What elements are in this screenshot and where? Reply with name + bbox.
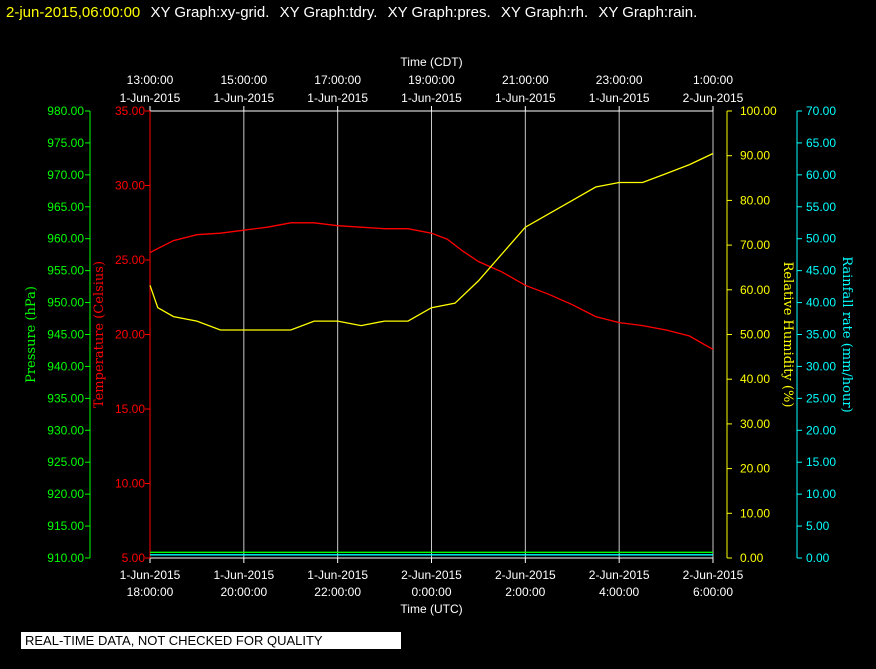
- rain-tick-label: 65.00: [806, 136, 836, 150]
- temperature-series-line: [149, 222, 714, 350]
- x-bottom-tick-label: 1-Jun-2015: [213, 568, 274, 582]
- rain-tick-label: 20.00: [806, 423, 836, 437]
- pressure-tick-label: 910.00: [47, 551, 84, 565]
- x-top-tick-label: 1-Jun-2015: [213, 91, 274, 105]
- rain-tick-label: 55.00: [806, 200, 836, 214]
- humidity-tick-label: 40.00: [740, 372, 770, 386]
- x-bottom-tick-label: 1-Jun-2015: [307, 568, 368, 582]
- x-top-tick-label: 17:00:00: [314, 73, 361, 87]
- pressure-tick-label: 920.00: [47, 487, 84, 501]
- rain-tick-label: 5.00: [806, 519, 830, 533]
- x-top-tick-label: 13:00:00: [127, 73, 174, 87]
- pressure-tick-label: 945.00: [47, 328, 84, 342]
- humidity-tick-label: 100.00: [740, 104, 777, 118]
- rain-tick-label: 25.00: [806, 391, 836, 405]
- x-bottom-tick-label: 2-Jun-2015: [401, 568, 462, 582]
- x-bottom-axis-title: Time (UTC): [400, 602, 462, 616]
- x-bottom-tick-label: 6:00:00: [693, 585, 733, 599]
- rain-tick-label: 15.00: [806, 455, 836, 469]
- x-bottom-tick-label: 2-Jun-2015: [495, 568, 556, 582]
- x-top-tick-label: 1-Jun-2015: [120, 91, 181, 105]
- x-top-axis-title: Time (CDT): [400, 55, 462, 69]
- x-bottom-tick-label: 2-Jun-2015: [589, 568, 650, 582]
- x-top-tick-label: 21:00:00: [502, 73, 549, 87]
- humidity-axis-title: Relative Humidity (%): [780, 262, 795, 408]
- humidity-tick-label: 10.00: [740, 506, 770, 520]
- pressure-tick-label: 980.00: [47, 104, 84, 118]
- x-bottom-tick-label: 22:00:00: [314, 585, 361, 599]
- humidity-tick-label: 20.00: [740, 462, 770, 476]
- x-bottom-tick-label: 1-Jun-2015: [120, 568, 181, 582]
- humidity-tick-label: 30.00: [740, 417, 770, 431]
- pressure-tick-label: 950.00: [47, 296, 84, 310]
- rain-tick-label: 30.00: [806, 359, 836, 373]
- x-bottom-tick-label: 2-Jun-2015: [683, 568, 744, 582]
- x-top-tick-label: 19:00:00: [408, 73, 455, 87]
- temperature-tick-label: 5.00: [122, 551, 146, 565]
- graph-name-tdry: XY Graph:tdry.: [279, 4, 378, 21]
- graph-name-rain: XY Graph:rain.: [598, 4, 698, 21]
- graph-name-pres: XY Graph:pres.: [387, 4, 491, 21]
- rain-tick-label: 70.00: [806, 104, 836, 118]
- pressure-tick-label: 915.00: [47, 519, 84, 533]
- temperature-tick-label: 30.00: [115, 179, 145, 193]
- temperature-tick-label: 25.00: [115, 253, 145, 267]
- rain-tick-label: 50.00: [806, 232, 836, 246]
- temperature-tick-label: 15.00: [115, 402, 145, 416]
- temperature-axis-title: Temperature (Celsius): [92, 261, 107, 408]
- graph-name-rh: XY Graph:rh.: [500, 4, 589, 21]
- x-top-tick-label: 1-Jun-2015: [495, 91, 556, 105]
- humidity-tick-label: 80.00: [740, 193, 770, 207]
- pressure-tick-label: 935.00: [47, 391, 84, 405]
- x-top-tick-label: 2-Jun-2015: [683, 91, 744, 105]
- humidity-tick-label: 50.00: [740, 328, 770, 342]
- x-bottom-tick-label: 4:00:00: [599, 585, 639, 599]
- pressure-tick-label: 960.00: [47, 232, 84, 246]
- graph-name-xy-grid: XY Graph:xy-grid.: [150, 4, 270, 21]
- temperature-tick-label: 20.00: [115, 328, 145, 342]
- temperature-tick-label: 10.00: [115, 477, 145, 491]
- humidity-series-line: [149, 152, 714, 331]
- x-bottom-tick-label: 2:00:00: [505, 585, 545, 599]
- humidity-tick-label: 90.00: [740, 149, 770, 163]
- rain-tick-label: 60.00: [806, 168, 836, 182]
- x-bottom-tick-label: 0:00:00: [411, 585, 451, 599]
- pressure-tick-label: 955.00: [47, 264, 84, 278]
- timestamp: 2-jun-2015,06:00:00: [6, 4, 141, 21]
- humidity-tick-label: 70.00: [740, 238, 770, 252]
- rain-tick-label: 0.00: [806, 551, 830, 565]
- rain-tick-label: 40.00: [806, 296, 836, 310]
- x-top-tick-label: 1-Jun-2015: [589, 91, 650, 105]
- x-top-tick-label: 23:00:00: [596, 73, 643, 87]
- pressure-axis-title: Pressure (hPa): [24, 286, 39, 383]
- x-top-tick-label: 1:00:00: [693, 73, 733, 87]
- x-bottom-tick-label: 20:00:00: [220, 585, 267, 599]
- humidity-tick-label: 60.00: [740, 283, 770, 297]
- rain-tick-label: 10.00: [806, 487, 836, 501]
- rain-tick-label: 35.00: [806, 328, 836, 342]
- pressure-tick-label: 975.00: [47, 136, 84, 150]
- pressure-tick-label: 930.00: [47, 423, 84, 437]
- x-top-tick-label: 1-Jun-2015: [401, 91, 462, 105]
- pressure-tick-label: 965.00: [47, 200, 84, 214]
- temperature-tick-label: 35.00: [115, 104, 145, 118]
- pressure-tick-label: 940.00: [47, 359, 84, 373]
- title-bar: 2-jun-2015,06:00:00 XY Graph:xy-grid. XY…: [6, 4, 697, 21]
- x-top-tick-label: 15:00:00: [220, 73, 267, 87]
- pressure-tick-label: 970.00: [47, 168, 84, 182]
- humidity-tick-label: 0.00: [740, 551, 764, 565]
- x-top-tick-label: 1-Jun-2015: [307, 91, 368, 105]
- quality-notice: REAL-TIME DATA, NOT CHECKED FOR QUALITY: [21, 632, 401, 649]
- rain-tick-label: 45.00: [806, 264, 836, 278]
- x-bottom-tick-label: 18:00:00: [127, 585, 174, 599]
- pressure-tick-label: 925.00: [47, 455, 84, 469]
- rain-axis-title: Rainfall rate (mm/hour): [839, 256, 854, 412]
